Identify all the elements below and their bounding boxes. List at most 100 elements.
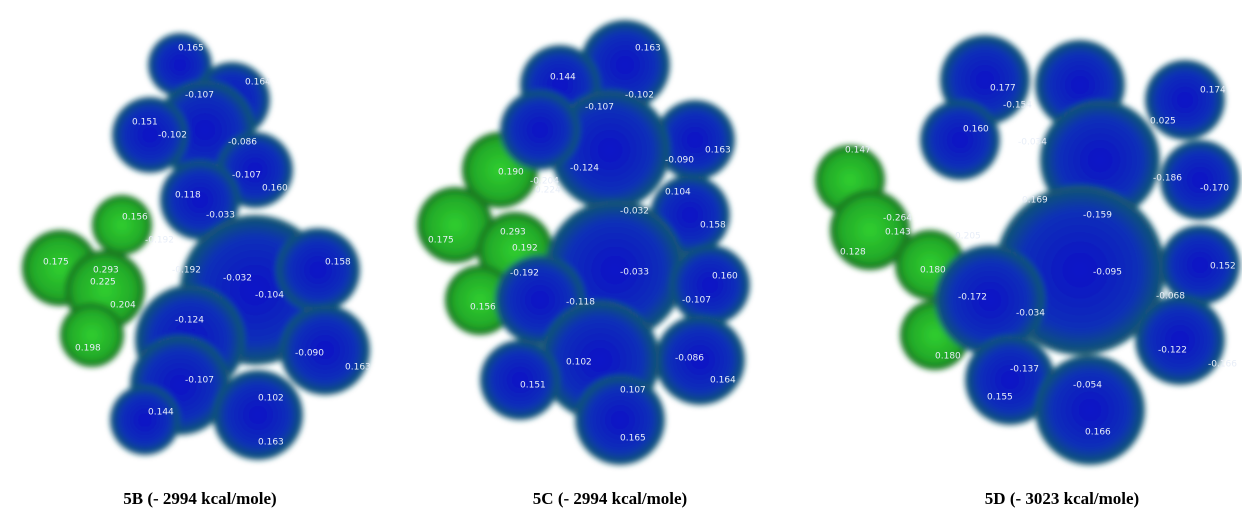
charge-label: 0.163 <box>345 363 371 373</box>
charge-label: -0.264 <box>883 214 912 224</box>
charge-label: -0.172 <box>958 293 987 303</box>
charge-label: -0.032 <box>223 274 252 284</box>
charge-label: -0.118 <box>566 298 595 308</box>
charge-label: -0.137 <box>1010 365 1039 375</box>
charge-label: -0.102 <box>158 131 187 141</box>
charge-label: -0.034 <box>1018 138 1047 148</box>
charge-label: 0.144 <box>550 73 576 83</box>
charge-label: 0.160 <box>262 184 288 194</box>
charge-label: -0.192 <box>510 269 539 279</box>
charge-label: 0.166 <box>1085 428 1111 438</box>
charge-label: 0.224 <box>535 186 561 196</box>
charge-label: 0.144 <box>148 408 174 418</box>
surface-lobe <box>1135 295 1225 385</box>
charge-label: -0.107 <box>232 171 261 181</box>
charge-label: 0.025 <box>1150 117 1176 127</box>
charge-label: -0.090 <box>295 349 324 359</box>
charge-label: 0.160 <box>712 272 738 282</box>
charge-label: 0.164 <box>710 376 736 386</box>
charge-label: -0.054 <box>1073 381 1102 391</box>
charge-label: -0.159 <box>1083 211 1112 221</box>
surface-lobe <box>670 245 750 325</box>
charge-label: 0.192 <box>512 244 538 254</box>
charge-label: 0.147 <box>845 146 871 156</box>
charge-label: -0.166 <box>1208 360 1237 370</box>
charge-label: -0.095 <box>1093 268 1122 278</box>
charge-label: 0.156 <box>122 213 148 223</box>
charge-label: -0.124 <box>570 164 599 174</box>
charge-label: 0.293 <box>500 228 526 238</box>
charge-label: -0.107 <box>185 91 214 101</box>
charge-label: -0.107 <box>682 296 711 306</box>
charge-label: -0.107 <box>185 376 214 386</box>
charge-label: 0.152 <box>1210 262 1236 272</box>
charge-label: 0.158 <box>700 221 726 231</box>
caption: 5C (- 2994 kcal/mole) <box>533 489 687 508</box>
charge-label: 0.225 <box>90 278 116 288</box>
surface-lobe <box>1035 355 1145 465</box>
charge-label: -0.186 <box>1153 174 1182 184</box>
surface-lobe <box>500 90 580 170</box>
charge-label: -0.033 <box>620 268 649 278</box>
charge-label: -0.034 <box>1016 309 1045 319</box>
charge-label: -0.170 <box>1200 184 1229 194</box>
charge-label: -0.090 <box>665 156 694 166</box>
surface-lobe <box>276 228 360 312</box>
caption: 5B (- 2994 kcal/mole) <box>123 489 276 508</box>
charge-label: 0.164 <box>245 78 271 88</box>
charge-label: -0.192 <box>145 236 174 246</box>
charge-label: 0.151 <box>520 381 546 391</box>
charge-label: 0.104 <box>665 188 691 198</box>
charge-label: -0.107 <box>585 103 614 113</box>
charge-label: -0.104 <box>255 291 284 301</box>
surface-lobe <box>920 100 1000 180</box>
charge-label: 0.163 <box>705 146 731 156</box>
charge-label: 0.175 <box>43 258 69 268</box>
charge-label: 0.177 <box>990 84 1016 94</box>
charge-label: -0.086 <box>675 354 704 364</box>
charge-label: 0.205 <box>955 232 981 242</box>
charge-label: -0.068 <box>1156 292 1185 302</box>
charge-label: 0.165 <box>620 434 646 444</box>
charge-label: 0.143 <box>885 228 911 238</box>
charge-label: 0.155 <box>987 393 1013 403</box>
caption: 5D (- 3023 kcal/mole) <box>985 489 1139 508</box>
charge-label: -0.154 <box>1003 101 1032 111</box>
charge-label: 0.293 <box>93 266 119 276</box>
surface-lobe <box>92 195 152 255</box>
surface-lobe <box>60 303 124 367</box>
charge-label: -0.102 <box>625 91 654 101</box>
charge-label: 0.169 <box>1022 196 1048 206</box>
charge-label: 0.163 <box>635 44 661 54</box>
charge-label: 0.156 <box>470 303 496 313</box>
charge-label: 0.118 <box>175 191 201 201</box>
charge-label: 0.102 <box>258 394 284 404</box>
charge-label: 0.180 <box>935 352 961 362</box>
charge-label: 0.151 <box>132 118 158 128</box>
charge-label: 0.163 <box>258 438 284 448</box>
charge-label: -0.086 <box>228 138 257 148</box>
surface-lobe <box>280 305 370 395</box>
charge-label: -0.192 <box>172 266 201 276</box>
charge-label: -0.032 <box>620 207 649 217</box>
charge-label: 0.102 <box>566 358 592 368</box>
surface-lobe <box>1145 60 1225 140</box>
charge-label: 0.198 <box>75 344 101 354</box>
charge-label: 0.175 <box>428 236 454 246</box>
charge-label: 0.190 <box>498 168 524 178</box>
surface-lobe <box>935 245 1045 355</box>
potential-surfaces <box>22 20 1240 465</box>
charge-label: 0.128 <box>840 248 866 258</box>
charge-label: -0.124 <box>175 316 204 326</box>
charge-label: -0.122 <box>1158 346 1187 356</box>
charge-label: 0.165 <box>178 44 204 54</box>
charge-label: -0.033 <box>206 211 235 221</box>
charge-label: 0.180 <box>920 266 946 276</box>
charge-label: 0.204 <box>110 301 136 311</box>
surface-lobe <box>110 385 180 455</box>
figure: 0.165-0.1070.1640.151-0.102-0.086-0.1070… <box>0 0 1242 525</box>
charge-label: 0.107 <box>620 386 646 396</box>
charge-label: 0.158 <box>325 258 351 268</box>
charge-label: 0.174 <box>1200 86 1226 96</box>
charge-label: 0.160 <box>963 125 989 135</box>
